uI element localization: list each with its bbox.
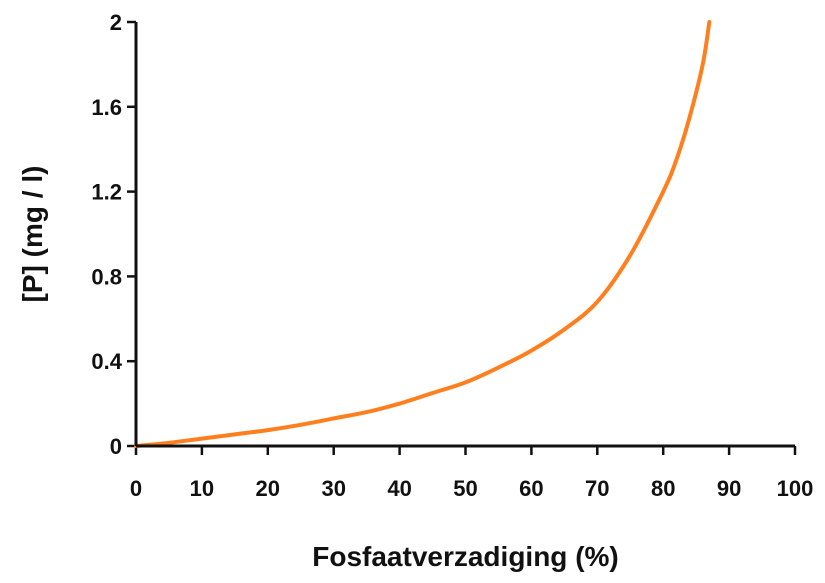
x-tick-label: 70: [585, 476, 609, 501]
y-tick-label: 0: [110, 434, 122, 459]
x-tick-label: 80: [651, 476, 675, 501]
y-tick-label: 1.2: [91, 180, 122, 205]
y-tick-label: 0.8: [91, 264, 122, 289]
x-tick-label: 30: [321, 476, 345, 501]
x-tick-label: 50: [453, 476, 477, 501]
y-tick-label: 1.6: [91, 95, 122, 120]
x-tick-label: 60: [519, 476, 543, 501]
series-group: [134, 20, 712, 448]
y-axis-ticks: 0 0.4 0.8 1.2 1.6 2: [91, 10, 136, 459]
x-tick-label: 90: [717, 476, 741, 501]
x-tick-label: 40: [387, 476, 411, 501]
x-axis-title: Fosfaatverzadiging (%): [312, 541, 618, 572]
x-tick-label: 0: [130, 476, 142, 501]
x-tick-label: 10: [190, 476, 214, 501]
y-tick-label: 2: [110, 10, 122, 35]
series-line: [134, 20, 712, 448]
y-tick-label: 0.4: [91, 349, 122, 374]
x-tick-label: 100: [777, 476, 814, 501]
x-axis-ticks: 0 10 20 30 40 50 60 70 80 90 100: [130, 446, 813, 501]
x-tick-label: 20: [256, 476, 280, 501]
y-axis-title: [P] (mg / l): [17, 166, 48, 303]
